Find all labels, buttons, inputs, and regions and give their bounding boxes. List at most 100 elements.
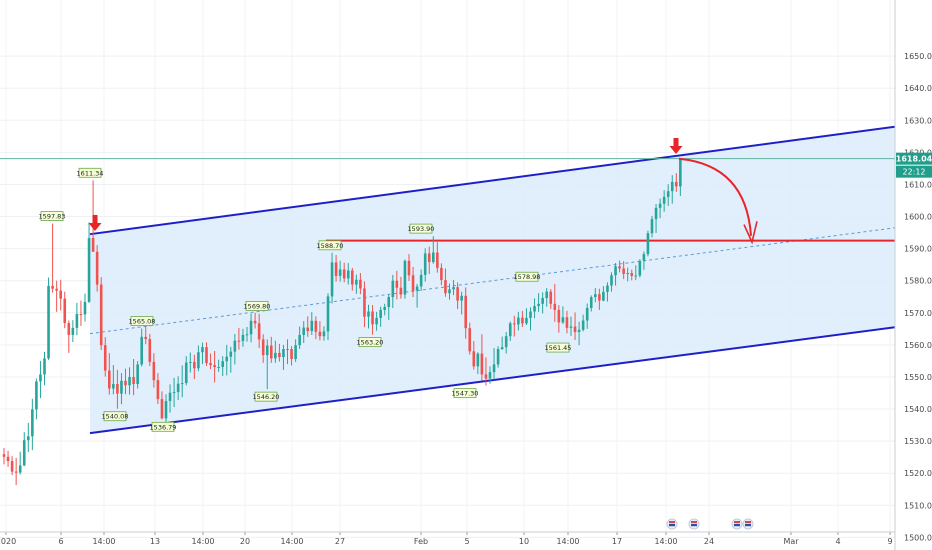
candle-body (95, 251, 99, 285)
candle-body (646, 233, 650, 255)
y-tick-label: 1500.00 (904, 533, 932, 542)
candle-body (472, 351, 476, 367)
candle-body (18, 465, 22, 473)
candle-body (176, 383, 180, 393)
price-tag-box (151, 421, 175, 432)
candle-body (557, 309, 561, 323)
price-tag-box (78, 167, 102, 178)
candle-body (545, 291, 548, 299)
candle-body (108, 370, 111, 389)
candle-body (561, 317, 565, 323)
candle-body (606, 285, 609, 292)
down-arrow-marker (669, 137, 683, 154)
candle-body (184, 362, 188, 384)
candle-body (419, 274, 423, 287)
candle-body (395, 280, 399, 288)
candle-body (221, 361, 224, 368)
candle-body (116, 384, 119, 394)
down-arrow-marker (88, 214, 102, 231)
candle-body (91, 238, 95, 252)
price-tag-label: 1536.79 (150, 423, 177, 431)
candle-body (120, 380, 123, 394)
candle-body (278, 352, 281, 358)
candle-body (63, 298, 67, 324)
candle-body (488, 372, 492, 379)
candle-body (432, 252, 435, 263)
x-tick-label: Feb (414, 537, 428, 546)
candle-body (342, 269, 346, 279)
candle-body (508, 323, 512, 337)
price-tag-box (245, 301, 269, 311)
candle-body (103, 345, 107, 371)
candle-body (31, 409, 34, 437)
candle-body (569, 326, 573, 328)
x-tick-label: 14:00 (556, 537, 579, 546)
candle-body (436, 252, 439, 268)
x-tick-label: 4 (835, 537, 840, 546)
candle-body (622, 268, 625, 274)
candle-body (47, 285, 50, 359)
y-tick-label: 1590.00 (904, 245, 932, 254)
price-tag-box (40, 211, 64, 222)
candle-body (75, 314, 79, 328)
y-tick-label: 1580.00 (904, 277, 932, 286)
candle-body (371, 311, 374, 325)
y-tick-label: 1640.00 (904, 84, 932, 93)
current-price-value: 1618.04 (896, 155, 932, 164)
x-tick-label: 10 (519, 537, 529, 546)
candle-body (549, 291, 553, 304)
price-tag-label: 1547.30 (452, 390, 479, 398)
y-tick-label: 1650.00 (904, 52, 932, 61)
candle-body (274, 352, 277, 359)
candle-body (201, 347, 204, 353)
price-channel (0, 125, 896, 435)
candle-body (460, 295, 463, 301)
candle-body (168, 392, 172, 402)
current-price-badge (896, 152, 932, 165)
candle-body (355, 279, 358, 285)
candle-body (658, 203, 662, 208)
candle-body (318, 331, 322, 337)
price-tag-label: 1569.80 (244, 302, 271, 310)
candle-body (399, 287, 403, 295)
candle-body (43, 358, 46, 375)
candle-body (67, 323, 71, 335)
candle-body (124, 380, 127, 386)
candle-body (456, 287, 459, 301)
price-tag-box (515, 271, 539, 282)
price-tag-box (409, 223, 433, 234)
candle-body (666, 191, 670, 197)
candle-body (452, 287, 455, 290)
candle-body (351, 270, 354, 285)
projection-curve (678, 157, 752, 236)
candle-body (517, 317, 520, 325)
price-tag-label: 1611.34 (77, 169, 104, 177)
candle-body (326, 296, 330, 332)
x-tick-label: 14:00 (92, 537, 115, 546)
candle-body (626, 273, 629, 275)
candle-body (634, 275, 638, 277)
x-tick-label: 6 (58, 537, 63, 546)
candle-body (233, 340, 237, 352)
candle-body (638, 260, 642, 276)
candle-body (298, 334, 301, 346)
candle-body (585, 307, 589, 321)
flag-stripe (691, 521, 697, 524)
candle-body (573, 326, 577, 333)
candle-body (565, 317, 569, 328)
x-tick-label: 14:00 (191, 537, 214, 546)
x-tick-label: 9 (887, 537, 892, 546)
candle-body (209, 363, 212, 366)
x-tick-label: 2020 (0, 537, 16, 546)
price-tag-label: 1588.70 (317, 242, 344, 250)
candle-body (581, 320, 585, 330)
candle-body (334, 262, 338, 276)
candle-body (193, 361, 196, 369)
flag-stripe (691, 524, 697, 527)
candle-body (310, 320, 314, 332)
price-labels: 1597.83 1611.34 1565.08 1569.80 1588.70 1593.… (39, 167, 571, 432)
candle-body (144, 336, 148, 340)
